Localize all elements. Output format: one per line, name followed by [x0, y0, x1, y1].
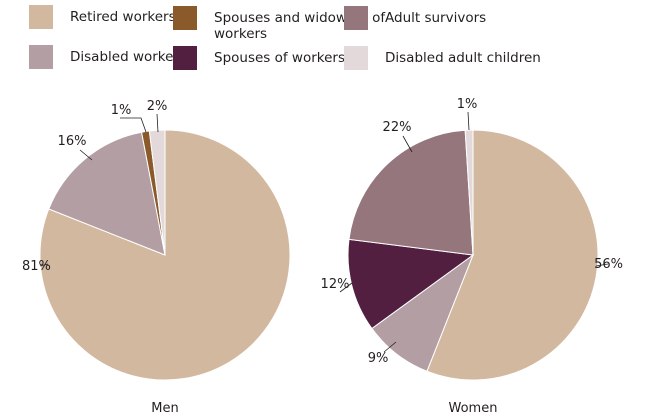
- pie-slice-disabled: [48, 131, 166, 256]
- legend-swatch: [344, 46, 368, 70]
- legend-item-survivors: Adult survivors: [344, 6, 545, 30]
- slice-label: 2%: [147, 99, 168, 114]
- leader-line: [120, 117, 147, 133]
- legend-item-spouses: Spouses of workers: [173, 46, 374, 70]
- leader-line: [156, 113, 159, 133]
- slice-label: 1%: [457, 97, 478, 112]
- legend-label: Spouses and widowers of workers: [214, 10, 386, 42]
- slice-label: 12%: [321, 277, 350, 292]
- leader-line: [595, 263, 609, 267]
- slice-label: 16%: [58, 134, 87, 149]
- leader-line: [79, 149, 93, 161]
- pie-slice-dac: [148, 129, 166, 256]
- leader-line: [383, 341, 397, 353]
- pie-slice-retired: [426, 129, 599, 381]
- slice-label: 22%: [383, 120, 412, 135]
- slice-label: 1%: [111, 103, 132, 118]
- legend-label: Disabled workers: [70, 49, 187, 65]
- leader-line: [339, 282, 353, 293]
- legend-item-dac: Disabled adult children: [344, 46, 545, 70]
- slice-label: 9%: [368, 351, 389, 366]
- legend-item-spouses-widowers: Spouses and widowers of workers: [173, 6, 404, 42]
- legend-item-retired: Retired workers: [29, 5, 230, 29]
- legend-swatch: [173, 6, 197, 30]
- legend-swatch: [29, 5, 53, 29]
- legend-label: Retired workers: [70, 9, 176, 25]
- legend-swatch: [344, 6, 368, 30]
- pie-title: Women: [449, 401, 498, 416]
- slice-label: 81%: [22, 259, 51, 274]
- slice-label: 56%: [594, 257, 623, 272]
- legend-label: Spouses of workers: [214, 50, 345, 66]
- leader-line: [467, 111, 470, 131]
- legend-swatch: [29, 45, 53, 69]
- legend-label: Adult survivors: [385, 10, 487, 26]
- pie-title: Men: [151, 401, 178, 416]
- pie-slice-survivors: [348, 129, 474, 256]
- legend-label: Disabled adult children: [385, 50, 541, 66]
- leader-line: [39, 263, 49, 267]
- leader-line: [402, 135, 413, 153]
- pie-slice-dac: [464, 129, 474, 256]
- pie-slice-spouses: [347, 238, 475, 330]
- pie-slice-retired: [39, 129, 291, 381]
- legend-item-disabled: Disabled workers: [29, 45, 230, 69]
- legend-swatch: [173, 46, 197, 70]
